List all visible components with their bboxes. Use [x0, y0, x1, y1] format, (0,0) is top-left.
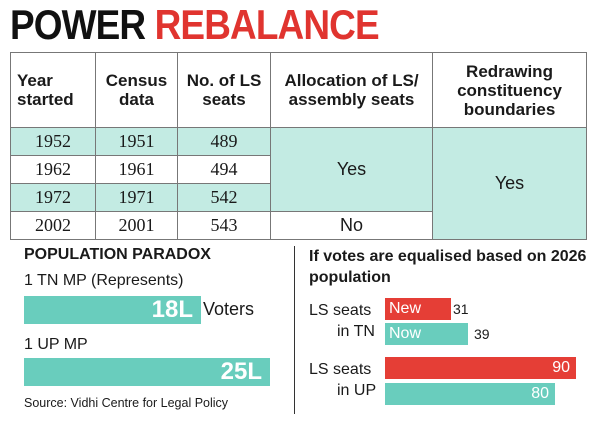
equalised-title: If votes are equalised based on 2026 pop…: [309, 248, 587, 286]
source-note: Source: Vidhi Centre for Legal Policy: [24, 396, 229, 410]
page-title: POWER REBALANCE: [10, 1, 380, 48]
cell-year: 1952: [10, 127, 96, 156]
tn-seats-label-2: in TN: [337, 323, 375, 340]
now-label: Now: [389, 325, 422, 342]
tn-seats-label-1: LS seats: [309, 302, 372, 319]
header-seats: No. of LS seats: [177, 52, 271, 128]
cell-census: 2001: [95, 211, 178, 240]
tn-voters-value: 18L: [151, 296, 193, 323]
new-label: New: [389, 300, 422, 317]
title-part-2: REBALANCE: [154, 1, 380, 48]
tn-now-value: 39: [474, 326, 490, 342]
up-mp-label: 1 UP MP: [24, 336, 88, 353]
paradox-title: POPULATION PARADOX: [24, 246, 211, 263]
cell-seats: 542: [177, 183, 271, 212]
up-seats-label-1: LS seats: [309, 361, 372, 378]
tn-voters-bar: 18L: [24, 296, 201, 324]
voters-label: Voters: [203, 299, 255, 319]
cell-census: 1961: [95, 155, 178, 184]
header-year: Year started: [10, 52, 96, 128]
header-census: Census data: [95, 52, 178, 128]
tn-new-value: 31: [453, 301, 469, 317]
up-new-value: 90: [552, 359, 570, 376]
section-divider: [294, 246, 295, 414]
cell-allocation-no: No: [270, 211, 433, 240]
cell-seats: 489: [177, 127, 271, 156]
up-voters-value: 25L: [220, 358, 262, 385]
cell-seats: 543: [177, 211, 271, 240]
table-row: 1952 1951 489 Yes Yes: [10, 127, 587, 240]
title-part-1: POWER: [10, 1, 146, 48]
cell-seats: 494: [177, 155, 271, 184]
tn-now-bar: Now: [385, 323, 468, 345]
cell-census: 1951: [95, 127, 178, 156]
up-now-value: 80: [531, 385, 549, 402]
rebalance-table: Year started Census data No. of LS seats…: [10, 52, 587, 240]
cell-year: 1972: [10, 183, 96, 212]
header-allocation: Allocation of LS/ assembly seats: [270, 52, 433, 128]
up-voters-bar: 25L: [24, 358, 270, 386]
up-now-bar: 80: [385, 383, 555, 405]
up-new-bar: 90: [385, 357, 576, 379]
cell-redrawing-yes: Yes: [432, 127, 587, 240]
tn-new-bar: New: [385, 298, 451, 320]
up-seats-label-2: in UP: [337, 382, 377, 399]
tn-mp-label: 1 TN MP (Represents): [24, 272, 184, 289]
table-header-row: Year started Census data No. of LS seats…: [10, 52, 587, 128]
cell-allocation-yes: Yes: [270, 127, 433, 212]
header-redrawing: Redrawing constituency boundaries: [432, 52, 587, 128]
cell-year: 1962: [10, 155, 96, 184]
cell-census: 1971: [95, 183, 178, 212]
cell-year: 2002: [10, 211, 96, 240]
